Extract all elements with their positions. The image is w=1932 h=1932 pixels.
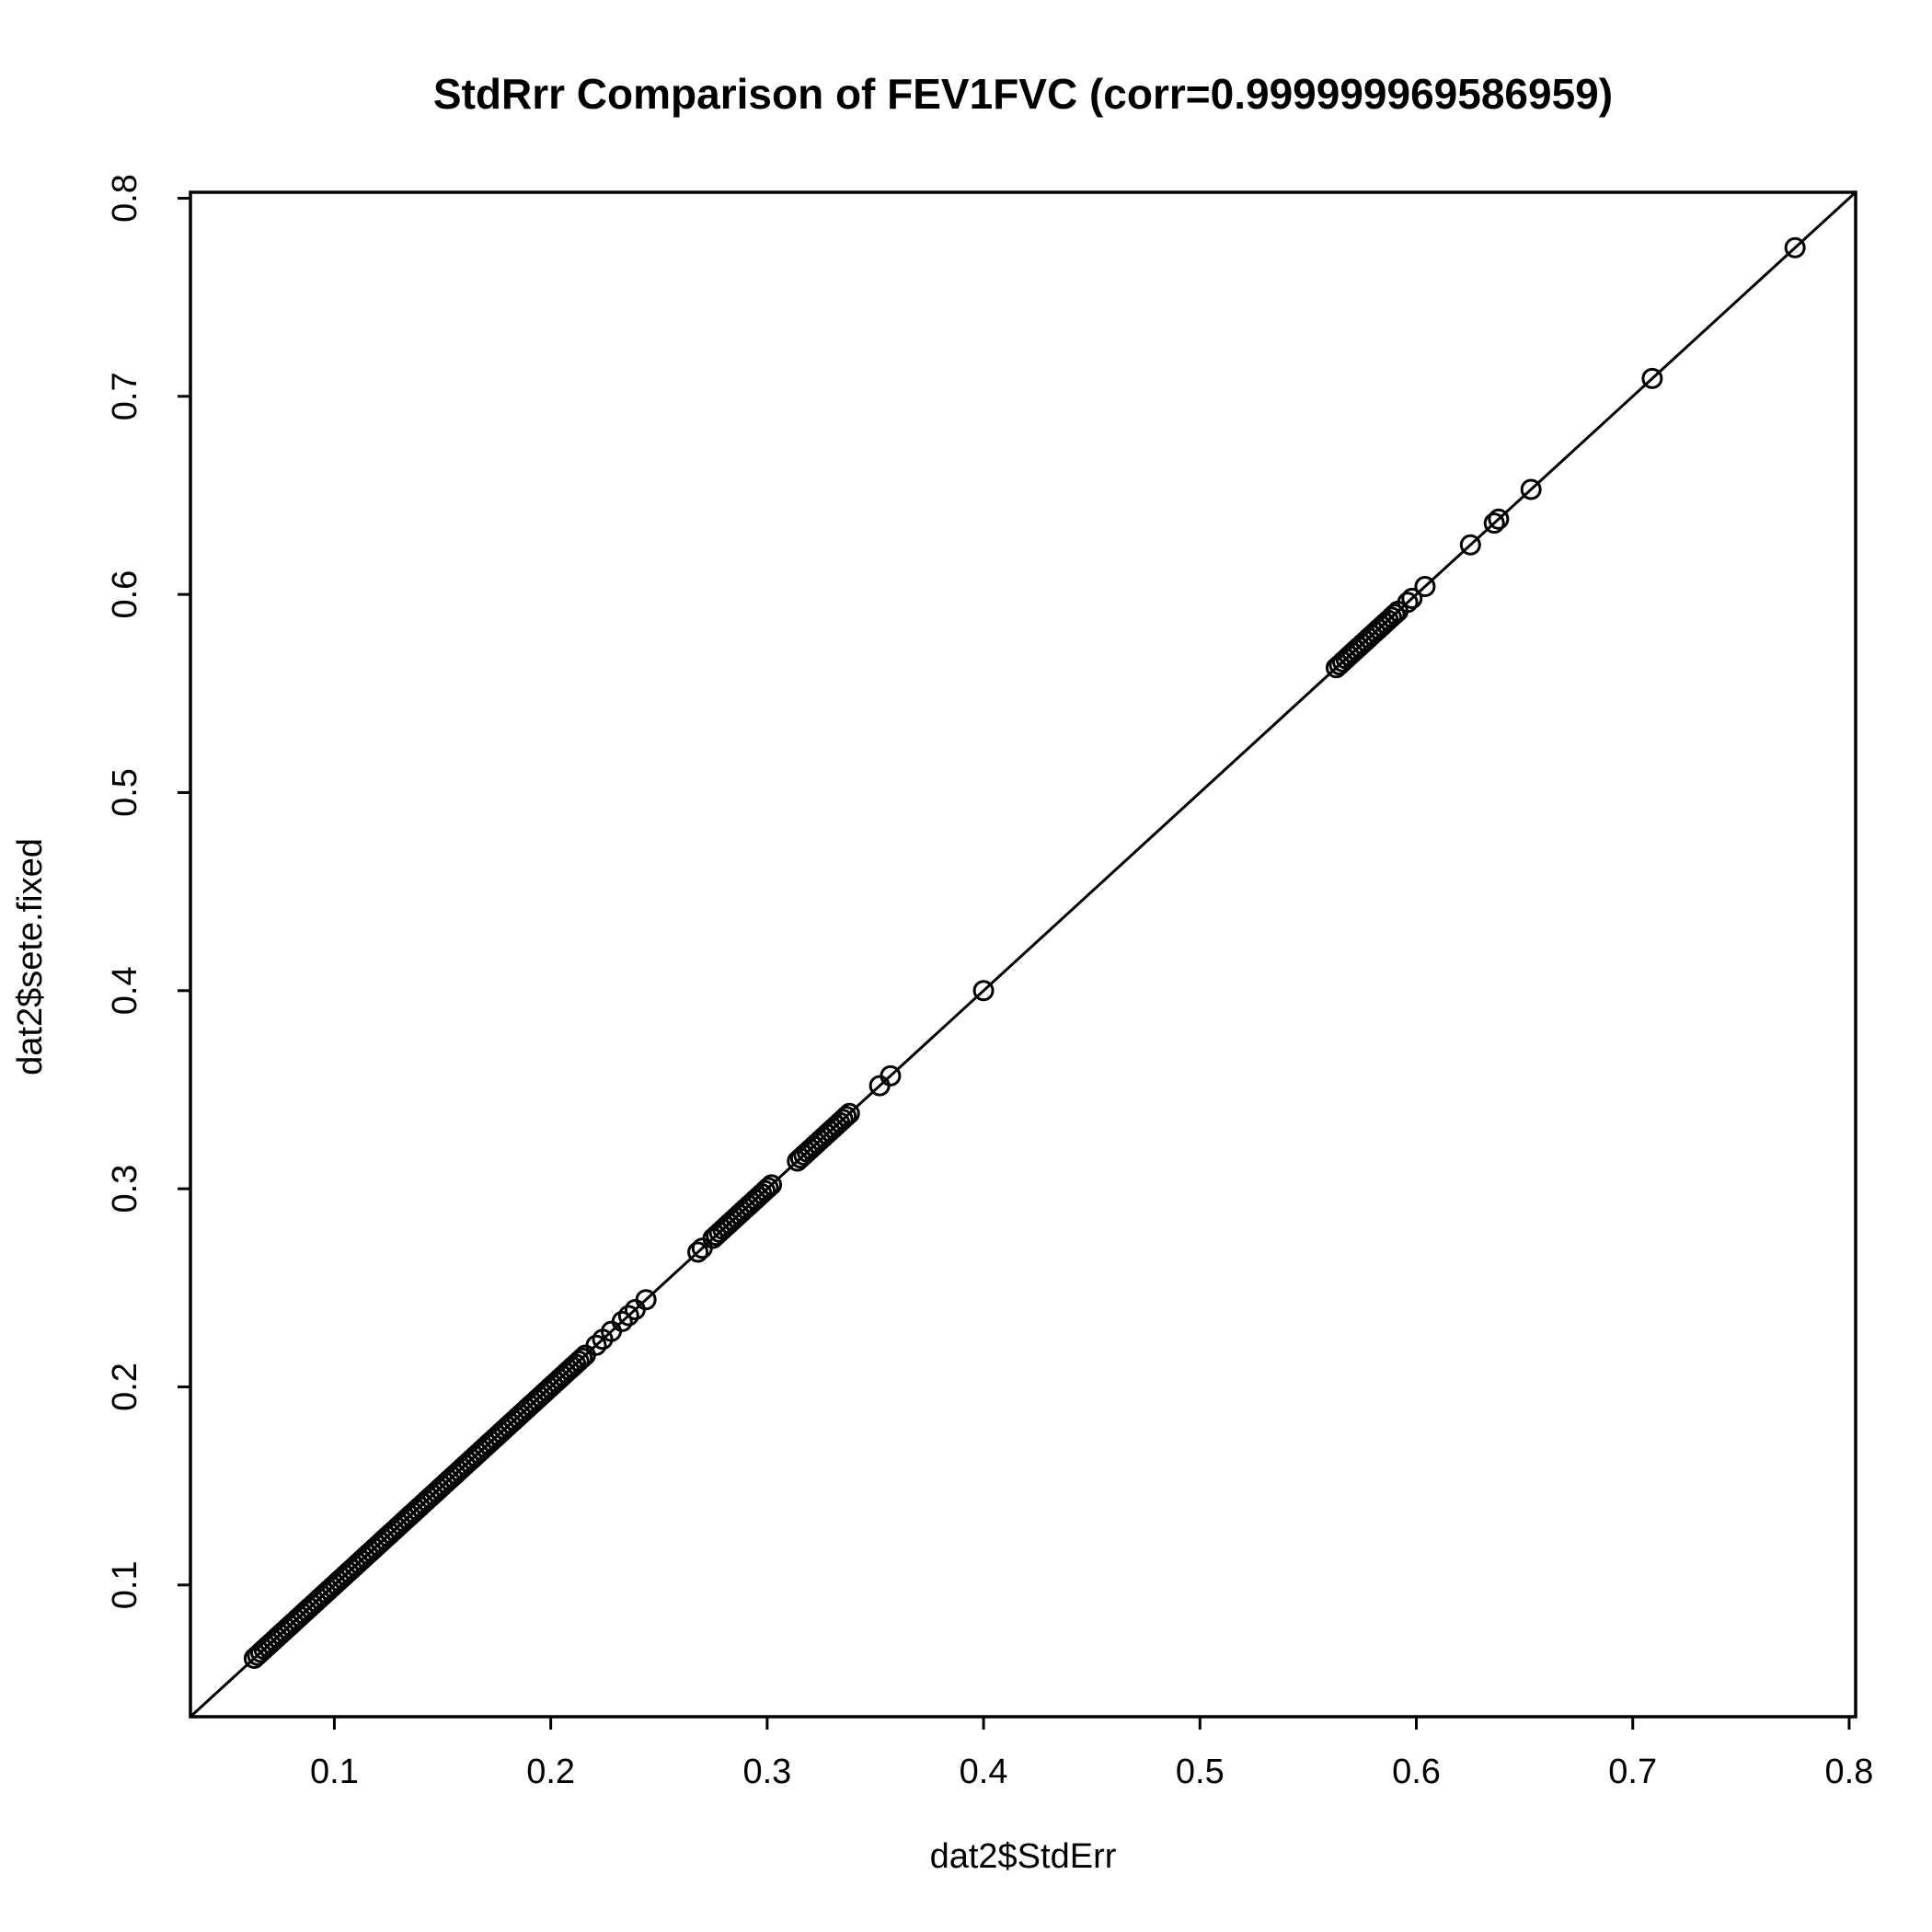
data-point	[611, 1310, 633, 1332]
data-point	[571, 1347, 593, 1369]
x-tick-label: 0.5	[1176, 1753, 1225, 1791]
data-point	[687, 1241, 709, 1263]
data-point	[1401, 587, 1423, 609]
x-tick-label: 0.1	[310, 1753, 359, 1791]
data-point	[691, 1237, 713, 1259]
y-tick-label: 0.5	[106, 768, 144, 817]
y-tick-label: 0.6	[106, 570, 144, 619]
x-tick-label: 0.2	[526, 1753, 575, 1791]
y-tick-label: 0.3	[106, 1165, 144, 1213]
data-point	[1641, 367, 1663, 389]
data-points	[243, 236, 1806, 1669]
axis-ticks: 0.1 0.2 0.3 0.4 0.5 0.6 0.7 0.8 0.1 0.2 0.3 0.4 0.5 0…	[106, 174, 1873, 1791]
data-point	[1488, 508, 1510, 530]
data-point	[1397, 592, 1419, 614]
data-point	[585, 1334, 607, 1356]
data-point	[1380, 606, 1402, 628]
data-point	[838, 1102, 860, 1124]
data-point	[1384, 604, 1406, 626]
data-point	[617, 1305, 639, 1327]
y-tick-label: 0.1	[106, 1560, 144, 1609]
data-point	[761, 1174, 783, 1196]
x-tick-label: 0.7	[1608, 1753, 1657, 1791]
data-point	[635, 1289, 657, 1311]
data-point	[832, 1109, 854, 1131]
y-tick-label: 0.7	[106, 372, 144, 420]
y-tick-label: 0.8	[106, 174, 144, 223]
x-tick-label: 0.8	[1825, 1753, 1874, 1791]
data-point	[1784, 236, 1806, 259]
data-point	[835, 1106, 857, 1128]
chart-title: StdRrr Comparison of FEV1FVC (corr=0.999…	[433, 70, 1613, 118]
y-tick-label: 0.2	[106, 1363, 144, 1411]
y-tick-label: 0.4	[106, 966, 144, 1015]
x-tick-label: 0.6	[1392, 1753, 1441, 1791]
data-point	[1520, 478, 1542, 500]
data-point	[1414, 576, 1436, 598]
data-point	[757, 1177, 779, 1199]
x-tick-label: 0.3	[742, 1753, 791, 1791]
x-tick-label: 0.4	[960, 1753, 1008, 1791]
plot-frame	[189, 190, 1857, 1719]
data-point	[972, 980, 995, 1002]
data-point	[1459, 534, 1481, 556]
x-axis-label: dat2$StdErr	[930, 1837, 1117, 1876]
data-point	[754, 1179, 776, 1202]
data-point	[1483, 512, 1505, 535]
y-axis-label: dat2$sete.fixed	[11, 838, 50, 1075]
data-point	[880, 1064, 902, 1087]
data-point	[568, 1350, 590, 1372]
